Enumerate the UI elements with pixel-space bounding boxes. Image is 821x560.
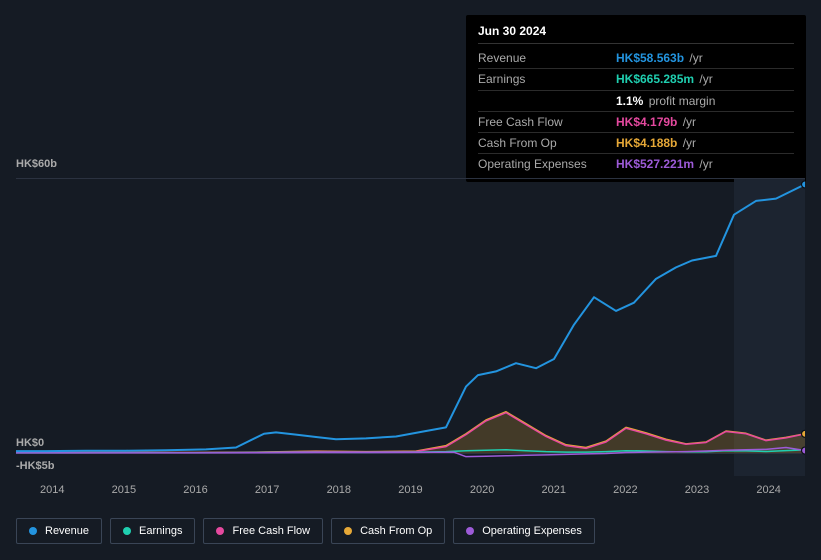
series-line-revenue <box>16 184 805 451</box>
tooltip-label: Earnings <box>478 71 588 87</box>
legend-item-earnings[interactable]: Earnings <box>110 518 195 544</box>
tooltip-row: Earnings HK$665.285m /yr <box>478 69 794 90</box>
legend-item-revenue[interactable]: Revenue <box>16 518 102 544</box>
series-endpoint-revenue <box>802 181 806 188</box>
x-axis-tick: 2022 <box>613 484 637 496</box>
x-axis-tick: 2018 <box>327 484 351 496</box>
series-endpoint-opex <box>802 447 806 454</box>
x-axis: 2014 2015 2016 2017 2018 2019 2020 2021 2022 2023… <box>16 484 805 496</box>
chart-plot[interactable] <box>16 178 805 476</box>
legend-label: Operating Expenses <box>482 525 582 537</box>
y-axis-label-top: HK$60b <box>16 158 70 170</box>
tooltip-value: HK$665.285m /yr <box>616 71 713 87</box>
x-axis-tick: 2020 <box>470 484 494 496</box>
tooltip-date: Jun 30 2024 <box>478 23 794 44</box>
tooltip-value: HK$4.188b /yr <box>616 135 696 151</box>
legend-dot-icon <box>344 527 352 535</box>
series-area-cash_op <box>16 412 805 453</box>
tooltip-label: Cash From Op <box>478 135 588 151</box>
tooltip-value: 1.1% profit margin <box>616 93 715 109</box>
tooltip-value: HK$58.563b /yr <box>616 50 703 66</box>
legend-label: Free Cash Flow <box>232 525 310 537</box>
legend-dot-icon <box>466 527 474 535</box>
tooltip-row: Revenue HK$58.563b /yr <box>478 48 794 69</box>
financials-chart: HK$60b HK$0 -HK$5b <box>16 160 805 476</box>
tooltip-value: HK$4.179b /yr <box>616 114 696 130</box>
legend-dot-icon <box>123 527 131 535</box>
legend-label: Earnings <box>139 525 182 537</box>
tooltip-label: Free Cash Flow <box>478 114 588 130</box>
tooltip-row: Cash From Op HK$4.188b /yr <box>478 133 794 154</box>
x-axis-tick: 2023 <box>685 484 709 496</box>
legend-label: Cash From Op <box>360 525 432 537</box>
legend-item-cash_op[interactable]: Cash From Op <box>331 518 445 544</box>
x-axis-tick: 2017 <box>255 484 279 496</box>
x-axis-tick: 2014 <box>40 484 64 496</box>
x-axis-tick: 2015 <box>112 484 136 496</box>
legend-label: Revenue <box>45 525 89 537</box>
legend-dot-icon <box>216 527 224 535</box>
chart-tooltip: Jun 30 2024 Revenue HK$58.563b /yr Earnings… <box>466 15 806 182</box>
x-axis-tick: 2024 <box>756 484 780 496</box>
tooltip-row: 1.1% profit margin <box>478 91 794 112</box>
series-endpoint-cash_op <box>802 430 806 437</box>
tooltip-row: Free Cash Flow HK$4.179b /yr <box>478 112 794 133</box>
x-axis-tick: 2021 <box>541 484 565 496</box>
chart-legend: Revenue Earnings Free Cash Flow Cash From O… <box>16 518 595 544</box>
tooltip-label: Revenue <box>478 50 588 66</box>
legend-item-opex[interactable]: Operating Expenses <box>453 518 595 544</box>
legend-item-fcf[interactable]: Free Cash Flow <box>203 518 323 544</box>
x-axis-tick: 2016 <box>183 484 207 496</box>
legend-dot-icon <box>29 527 37 535</box>
x-axis-tick: 2019 <box>398 484 422 496</box>
